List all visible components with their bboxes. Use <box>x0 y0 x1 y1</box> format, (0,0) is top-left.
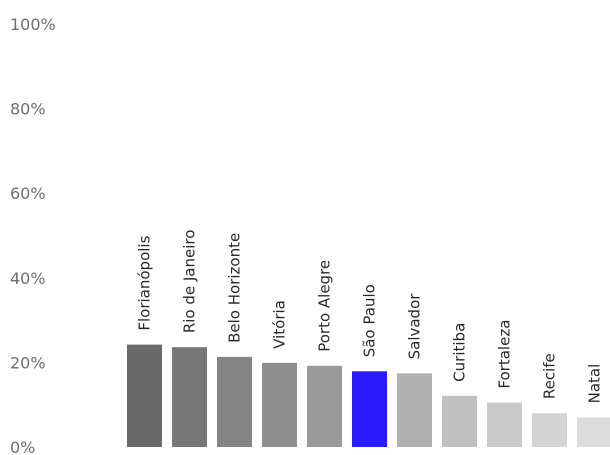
bar <box>397 373 432 447</box>
category-label: Natal <box>586 364 604 404</box>
category-label: Recife <box>541 353 559 399</box>
bar-highlighted <box>352 371 387 447</box>
bar <box>442 395 477 447</box>
y-tick-label: 60% <box>10 184 46 203</box>
category-label: Florianópolis <box>136 235 154 330</box>
category-label: Curitiba <box>451 323 469 382</box>
category-label: São Paulo <box>361 284 379 357</box>
bar <box>262 362 297 447</box>
category-label: Vitória <box>271 300 289 349</box>
y-tick-label: 40% <box>10 269 46 288</box>
bars <box>127 344 610 447</box>
y-tick-label: 80% <box>10 100 46 119</box>
bar <box>487 402 522 447</box>
category-label: Belo Horizonte <box>226 233 244 343</box>
bar <box>532 413 567 447</box>
y-tick-label: 100% <box>10 15 56 34</box>
y-axis: 0% 20% 40% 60% 80% 100% <box>10 15 56 455</box>
bar <box>172 347 207 447</box>
category-label: Fortaleza <box>496 320 514 389</box>
category-label: Rio de Janeiro <box>181 230 199 334</box>
y-tick-label: 0% <box>10 438 35 455</box>
category-label: Salvador <box>406 293 424 360</box>
category-labels: Florianópolis Rio de Janeiro Belo Horizont… <box>136 230 604 404</box>
bar <box>307 365 342 447</box>
category-label: Porto Alegre <box>316 260 334 352</box>
bar <box>577 417 610 447</box>
bar <box>217 356 252 447</box>
y-tick-label: 20% <box>10 353 46 372</box>
bar <box>127 344 162 447</box>
